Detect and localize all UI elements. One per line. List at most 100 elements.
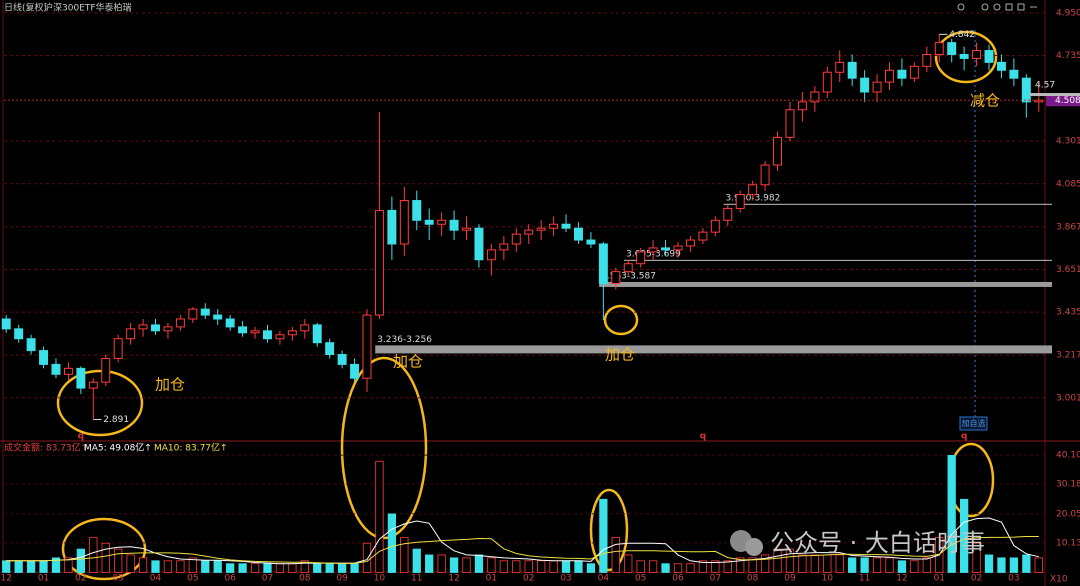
candle-body xyxy=(312,324,322,344)
tool-icon[interactable] xyxy=(957,3,965,11)
volume-bar xyxy=(2,560,11,573)
volume-bar xyxy=(188,557,197,573)
volume-bar xyxy=(64,557,73,573)
candle-body xyxy=(374,209,384,316)
candle-body xyxy=(126,328,136,340)
candle-body xyxy=(673,245,683,251)
candle-body xyxy=(262,330,272,340)
volume-bar xyxy=(14,560,23,573)
volume-bar xyxy=(984,554,994,573)
tool-icon[interactable] xyxy=(981,3,989,11)
volume-bar xyxy=(462,557,471,573)
candle-body xyxy=(561,223,571,229)
volume-bar xyxy=(325,563,334,573)
volume-bar xyxy=(350,563,359,573)
x-tick-label: 11 xyxy=(411,574,422,584)
y-tick-label: 30.18 xyxy=(1056,480,1080,490)
candle-body xyxy=(611,271,621,284)
candle-body xyxy=(113,338,123,359)
candle-body xyxy=(797,101,807,111)
volume-bar xyxy=(1034,557,1043,573)
candle-body xyxy=(474,227,484,261)
volume-bar xyxy=(574,560,583,573)
volume-bar xyxy=(549,560,558,573)
candle-body xyxy=(1,318,11,330)
volume-bar xyxy=(313,563,322,573)
x-tick-label: 05 xyxy=(187,574,198,584)
volume-bar xyxy=(337,563,347,573)
candle-body xyxy=(362,314,372,379)
volume-bar xyxy=(711,560,720,573)
tool-icon[interactable] xyxy=(1005,3,1013,11)
candle-body xyxy=(822,71,832,93)
x-tick-label: 03 xyxy=(112,574,123,584)
candle-body xyxy=(598,243,608,284)
x-tick-label: 08 xyxy=(747,574,759,584)
volume-bar xyxy=(624,554,633,573)
candle-body xyxy=(636,251,646,265)
chart-title: 日线(复权) xyxy=(4,2,47,14)
volume-bar xyxy=(51,557,61,573)
volume-bar xyxy=(960,498,969,573)
event-marker: q xyxy=(700,432,706,442)
volume-bar xyxy=(300,560,309,573)
x-tick-label: 07 xyxy=(710,574,721,584)
candle-body xyxy=(101,357,111,383)
volume-bar xyxy=(611,536,620,573)
candle-body xyxy=(387,209,397,245)
volume-bar xyxy=(760,554,770,573)
candle-body xyxy=(885,69,894,83)
toolbar xyxy=(957,3,1037,11)
x-tick-label: 12 xyxy=(896,574,907,584)
candle-body xyxy=(847,61,857,79)
volume-bar xyxy=(773,548,782,573)
candle-body xyxy=(947,42,957,55)
button-frame[interactable] xyxy=(959,416,988,431)
candle-body xyxy=(437,219,447,225)
volume-bar xyxy=(736,557,745,573)
candle-body xyxy=(698,231,708,241)
candle-body xyxy=(300,324,310,332)
annotation: 加仓 xyxy=(605,346,635,364)
candle-body xyxy=(1034,99,1044,103)
volume-bar xyxy=(138,557,148,573)
volume-bar xyxy=(499,560,508,573)
volume-bar xyxy=(89,536,98,573)
volume-bar xyxy=(76,548,85,573)
volume-bar xyxy=(238,563,247,573)
legend-entry: MA10: 83.77亿↑ xyxy=(154,442,228,454)
volume-bar xyxy=(39,560,48,573)
volume-bar xyxy=(176,560,185,573)
tool-icon[interactable] xyxy=(1017,3,1025,11)
candle-body xyxy=(549,223,559,229)
event-marker: q xyxy=(78,432,84,442)
volume-bar xyxy=(126,554,135,573)
volume-bar xyxy=(897,560,907,573)
candle-body xyxy=(574,227,583,241)
chart-subtitle: 沪深300ETF华泰柏瑞 xyxy=(44,2,132,14)
volume-bar xyxy=(512,560,521,573)
candle-body xyxy=(524,229,534,235)
x-tick-label: 10 xyxy=(374,574,386,584)
tool-icon[interactable] xyxy=(993,3,1001,11)
volume-bar xyxy=(449,557,459,573)
x-tick-label: 12 xyxy=(0,574,11,584)
volume-bar xyxy=(561,560,571,573)
volume-bar xyxy=(474,554,484,573)
volume-bar xyxy=(400,536,409,573)
candle-body xyxy=(163,326,173,332)
y-tick-label: 40.10 xyxy=(1056,451,1080,461)
unit-label: X10 xyxy=(1050,575,1068,585)
candle-body xyxy=(984,50,994,63)
x-tick-label: 01 xyxy=(934,574,945,584)
button-label[interactable]: 加自选 xyxy=(962,418,986,428)
watermark: 公众号 · 大白话时事 xyxy=(730,529,985,557)
x-tick-label: 01 xyxy=(486,574,497,584)
volume-bar xyxy=(872,557,882,573)
support-zone xyxy=(624,259,1052,261)
volume-bar xyxy=(723,560,732,573)
x-tick-label: 05 xyxy=(635,574,646,584)
volume-bar xyxy=(848,557,857,573)
low-label: 2.891 xyxy=(103,415,129,425)
